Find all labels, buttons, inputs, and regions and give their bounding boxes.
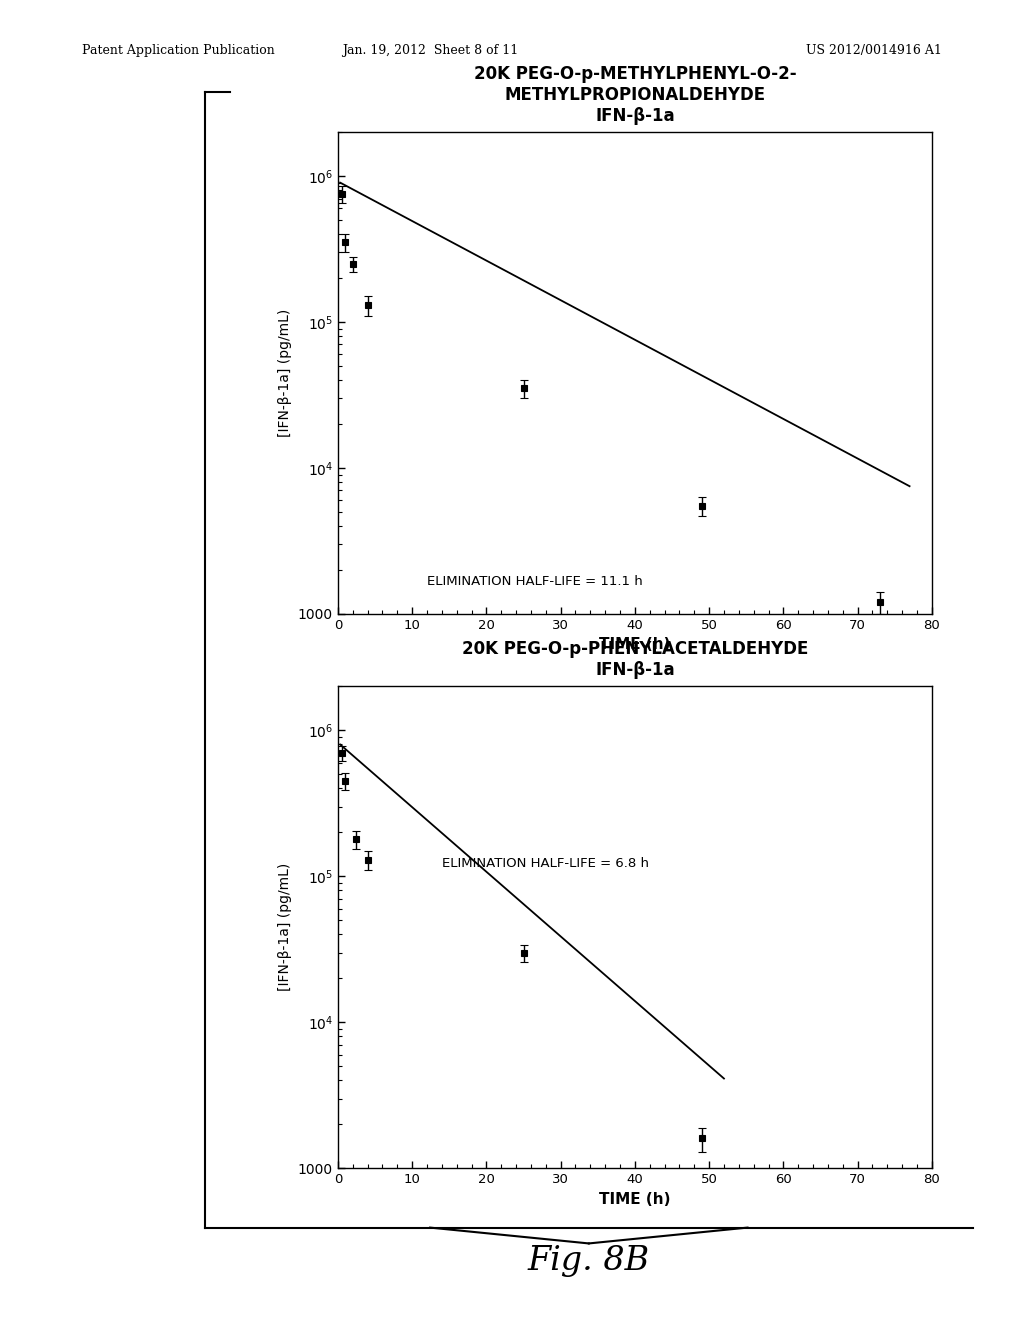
Text: Jan. 19, 2012  Sheet 8 of 11: Jan. 19, 2012 Sheet 8 of 11 — [342, 44, 518, 57]
Text: Fig. 8B: Fig. 8B — [527, 1245, 650, 1276]
Title: 20K PEG-O-p-PHENYLACETALDEHYDE
IFN-β-1a: 20K PEG-O-p-PHENYLACETALDEHYDE IFN-β-1a — [462, 640, 808, 680]
Text: Patent Application Publication: Patent Application Publication — [82, 44, 274, 57]
X-axis label: TIME (h): TIME (h) — [599, 1192, 671, 1206]
Text: ELIMINATION HALF-LIFE = 6.8 h: ELIMINATION HALF-LIFE = 6.8 h — [442, 857, 649, 870]
Y-axis label: [IFN-β-1a] (pg/mL): [IFN-β-1a] (pg/mL) — [279, 863, 293, 991]
X-axis label: TIME (h): TIME (h) — [599, 638, 671, 652]
Text: US 2012/0014916 A1: US 2012/0014916 A1 — [806, 44, 942, 57]
Text: ELIMINATION HALF-LIFE = 11.1 h: ELIMINATION HALF-LIFE = 11.1 h — [427, 576, 643, 589]
Title: 20K PEG-O-p-METHYLPHENYL-O-2-
METHYLPROPIONALDEHYDE
IFN-β-1a: 20K PEG-O-p-METHYLPHENYL-O-2- METHYLPROP… — [473, 65, 797, 125]
Y-axis label: [IFN-β-1a] (pg/mL): [IFN-β-1a] (pg/mL) — [279, 309, 293, 437]
